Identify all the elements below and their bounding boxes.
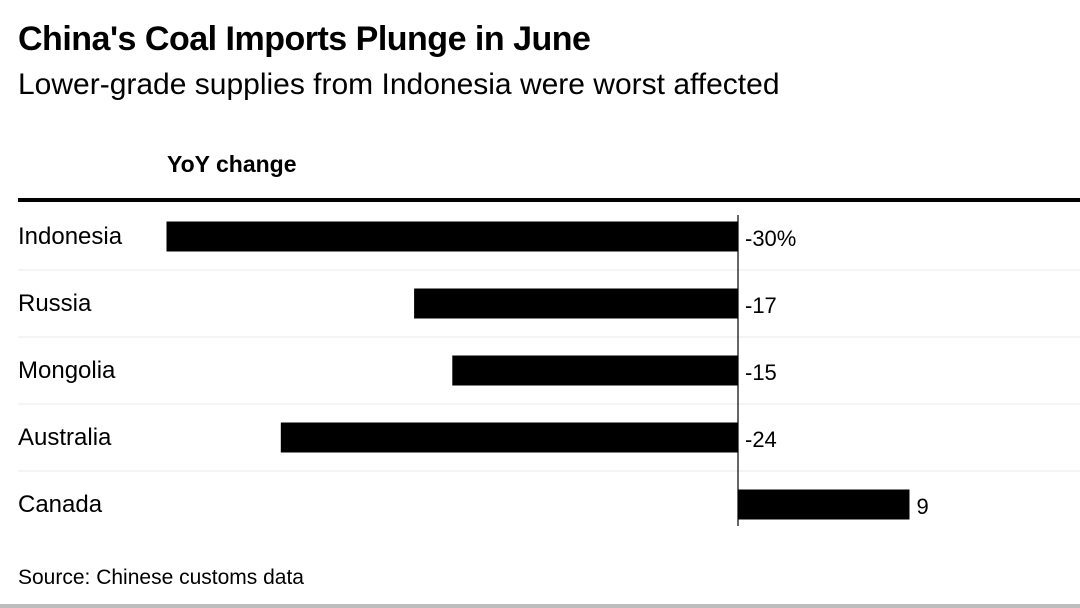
bar <box>738 489 910 520</box>
category-label: Mongolia <box>18 357 116 384</box>
bar <box>452 355 739 386</box>
bar <box>414 288 738 319</box>
header-rule <box>18 198 1080 202</box>
bottom-border <box>0 604 1080 608</box>
value-label: 9 <box>917 494 929 519</box>
value-label: -17 <box>745 293 777 318</box>
source-note: Source: Chinese customs data <box>18 566 304 589</box>
category-label: Australia <box>18 424 112 451</box>
bar <box>280 422 738 453</box>
category-label: Russia <box>18 290 92 317</box>
bar <box>166 221 738 252</box>
category-label: Indonesia <box>18 223 123 250</box>
chart-subtitle: Lower-grade supplies from Indonesia were… <box>18 68 780 101</box>
category-label: Canada <box>18 491 103 518</box>
value-label: -30% <box>745 226 796 251</box>
column-header: YoY change <box>167 151 297 177</box>
value-label: -15 <box>745 360 777 385</box>
chart-title: China's Coal Imports Plunge in June <box>18 20 591 58</box>
value-label: -24 <box>745 427 777 452</box>
